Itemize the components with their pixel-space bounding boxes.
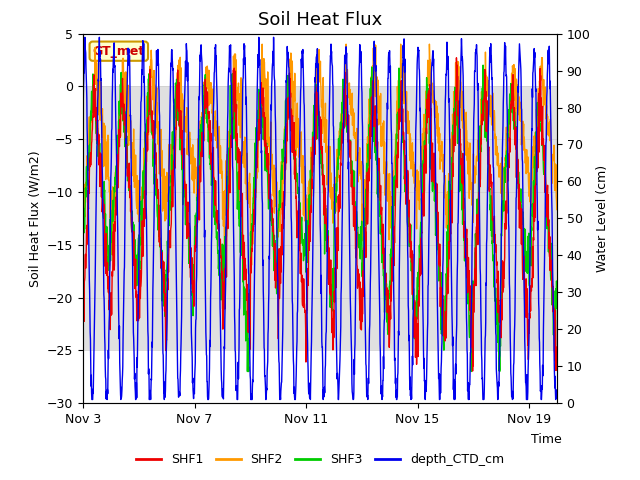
Y-axis label: Soil Heat Flux (W/m2): Soil Heat Flux (W/m2) bbox=[29, 150, 42, 287]
Text: GT_met: GT_met bbox=[93, 45, 145, 58]
Title: Soil Heat Flux: Soil Heat Flux bbox=[258, 11, 382, 29]
Y-axis label: Water Level (cm): Water Level (cm) bbox=[596, 165, 609, 272]
X-axis label: Time: Time bbox=[531, 433, 561, 446]
Legend: SHF1, SHF2, SHF3, depth_CTD_cm: SHF1, SHF2, SHF3, depth_CTD_cm bbox=[131, 448, 509, 471]
Bar bbox=[83, 86, 557, 350]
